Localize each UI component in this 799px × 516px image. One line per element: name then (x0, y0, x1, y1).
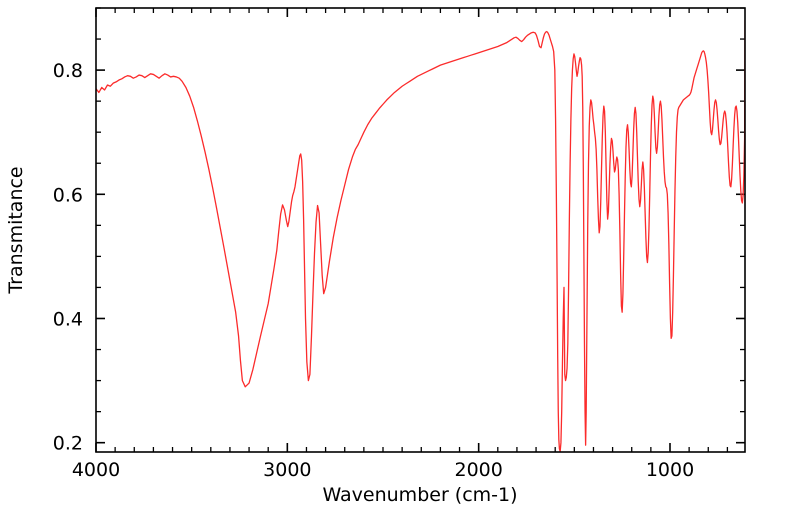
x-axis-title: Wavenumber (cm-1) (322, 484, 517, 506)
y-tick-label: 0.8 (53, 60, 83, 82)
x-tick-label: 3000 (263, 459, 311, 481)
y-tick-label: 0.6 (53, 184, 83, 206)
x-axis-tick-labels: 4000 3000 2000 1000 (72, 459, 694, 481)
spectrum-line (96, 19, 745, 452)
plot-frame (95, 7, 746, 453)
x-tick-label: 2000 (454, 459, 502, 481)
x-tick-label: 1000 (646, 459, 694, 481)
x-tick-label: 4000 (72, 459, 120, 481)
y-tick-label: 0.2 (53, 433, 83, 455)
y-axis-title: Transmitance (5, 166, 27, 294)
x-axis-minor-ticks (114, 8, 729, 452)
y-axis-tick-labels: 0.2 0.4 0.6 0.8 (53, 60, 83, 455)
y-tick-label: 0.4 (53, 308, 83, 330)
